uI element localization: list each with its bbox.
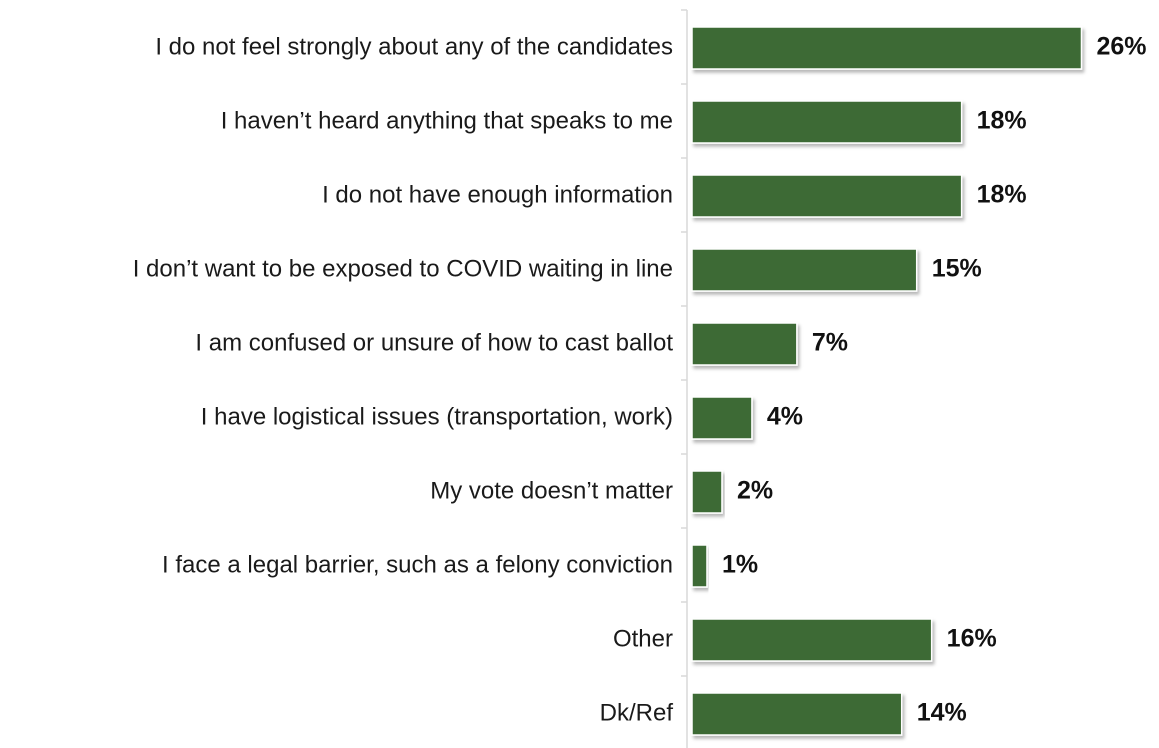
bars	[691, 26, 1083, 736]
bar	[691, 322, 798, 366]
category-label: I don’t want to be exposed to COVID wait…	[133, 255, 673, 282]
category-label: I am confused or unsure of how to cast b…	[195, 329, 673, 356]
category-label: I do not have enough information	[322, 181, 673, 208]
value-label: 7%	[812, 329, 848, 357]
bar	[691, 100, 963, 144]
category-label: I have logistical issues (transportation…	[201, 403, 673, 430]
category-label: Other	[613, 625, 673, 652]
value-label: 26%	[1096, 33, 1146, 61]
value-label: 2%	[737, 477, 773, 505]
value-label: 18%	[977, 181, 1027, 209]
category-label: Dk/Ref	[600, 699, 674, 726]
category-label: I do not feel strongly about any of the …	[155, 33, 673, 60]
value-label: 1%	[722, 551, 758, 579]
category-axis	[681, 9, 688, 748]
value-label: 16%	[947, 625, 997, 653]
category-labels: I do not feel strongly about any of the …	[133, 33, 674, 726]
bar	[691, 470, 723, 514]
bar	[691, 26, 1083, 70]
value-labels: 26% 18% 18% 15% 7% 4% 2% 1% 16% 14%	[722, 33, 1147, 727]
value-label: 4%	[767, 403, 803, 431]
bar	[691, 618, 933, 662]
bar	[691, 174, 963, 218]
category-label: I face a legal barrier, such as a felony…	[162, 551, 673, 578]
category-label: My vote doesn’t matter	[430, 477, 673, 504]
bar	[691, 396, 753, 440]
bar	[691, 692, 903, 736]
bar	[691, 544, 708, 588]
category-label: I haven’t heard anything that speaks to …	[221, 107, 673, 134]
value-label: 14%	[917, 699, 967, 727]
value-label: 18%	[977, 107, 1027, 135]
bar	[691, 248, 918, 292]
value-label: 15%	[932, 255, 982, 283]
